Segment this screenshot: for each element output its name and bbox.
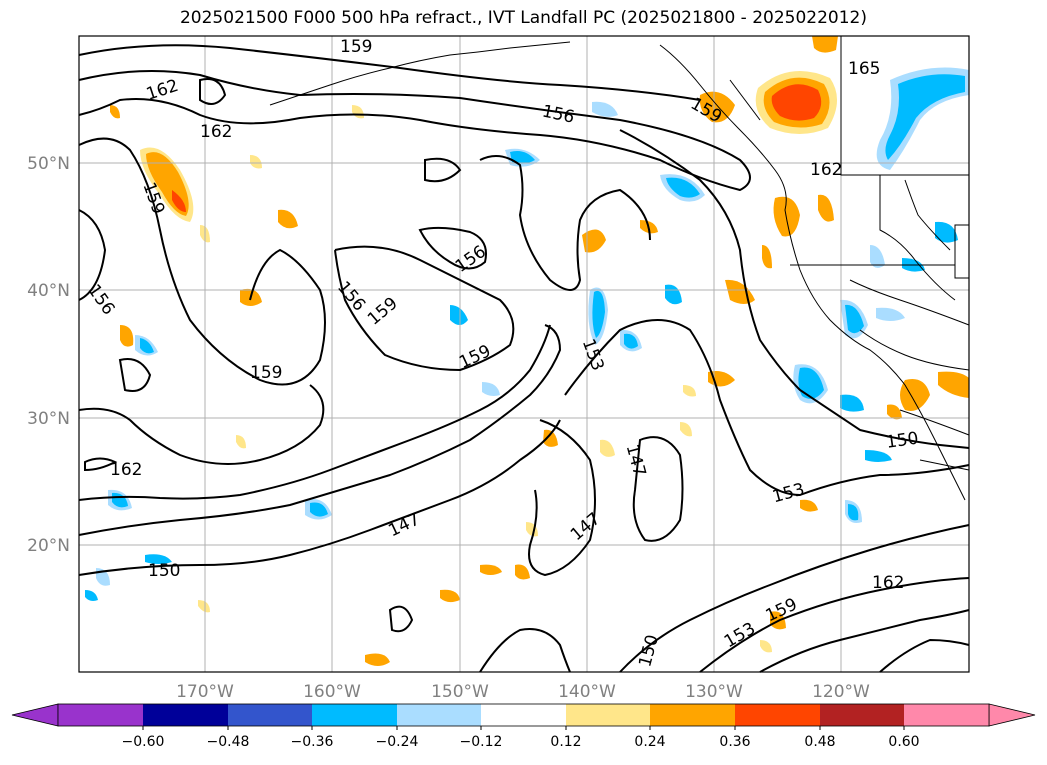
colorbar-segment <box>397 704 481 726</box>
contour-label: 162 <box>810 160 842 180</box>
contour-lines <box>78 44 970 673</box>
colorbar-tick-label: 0.12 <box>550 734 581 750</box>
colorbar-tick-label: −0.12 <box>460 734 503 750</box>
colorbar-segment <box>481 704 566 726</box>
contour-label: 162 <box>200 122 232 142</box>
colorbar-segment <box>58 704 143 726</box>
contour-label: 159 <box>250 363 282 383</box>
colorbar-tick-label: −0.48 <box>207 734 250 750</box>
map-frame <box>78 35 970 673</box>
colorbar-segment <box>228 704 312 726</box>
colorbar-tick-label: 0.48 <box>804 734 835 750</box>
colorbar-extend-high <box>988 703 1036 727</box>
colorbar-tick-label: −0.60 <box>122 734 165 750</box>
contour-label: 165 <box>848 59 880 79</box>
contour-label: 150 <box>885 429 920 453</box>
lon-label-120w: 120°W <box>812 682 870 702</box>
colorbar-segment <box>820 704 904 726</box>
lon-label-170w: 170°W <box>176 682 234 702</box>
colorbar-segment <box>904 704 989 726</box>
map-title: 2025021500 F000 500 hPa refract., IVT La… <box>179 8 867 28</box>
longitude-labels: 170°W 160°W 150°W 140°W 130°W 120°W <box>176 682 870 702</box>
colorbar-segment <box>650 704 735 726</box>
colorbar-outline <box>57 703 990 727</box>
contour-label: 162 <box>110 460 142 480</box>
contour-label: 150 <box>148 561 180 581</box>
contour-label: 162 <box>872 573 904 593</box>
latitude-labels: 50°N 40°N 30°N 20°N <box>27 154 70 556</box>
lon-label-150w: 150°W <box>431 682 489 702</box>
colorbar-tick-label: −0.36 <box>291 734 334 750</box>
colorbar-tick-label: −0.24 <box>376 734 419 750</box>
coastlines <box>269 36 970 501</box>
lat-label-30n: 30°N <box>27 409 70 429</box>
map-panel: 159 162 162 165 156 159 162 159 156 156 … <box>78 35 970 673</box>
colorbar-segment <box>735 704 820 726</box>
contour-label: 159 <box>340 37 372 57</box>
colorbar-segment <box>312 704 397 726</box>
colorbar-segment <box>143 704 228 726</box>
lat-label-50n: 50°N <box>27 154 70 174</box>
colorbar-tick-label: 0.60 <box>888 734 919 750</box>
colorbar-tick-label: 0.36 <box>719 734 750 750</box>
lon-label-160w: 160°W <box>303 682 361 702</box>
lon-label-140w: 140°W <box>558 682 616 702</box>
lat-label-40n: 40°N <box>27 281 70 301</box>
colorbar: −0.60 −0.48 −0.36 −0.24 −0.12 0.12 0.24 0.36 0.4… <box>11 703 1036 750</box>
shaded-patches <box>85 36 969 666</box>
lon-label-130w: 130°W <box>685 682 743 702</box>
colorbar-segment <box>566 704 650 726</box>
colorbar-tick-label: 0.24 <box>634 734 665 750</box>
lat-label-20n: 20°N <box>27 536 70 556</box>
colorbar-extend-low <box>11 703 59 727</box>
